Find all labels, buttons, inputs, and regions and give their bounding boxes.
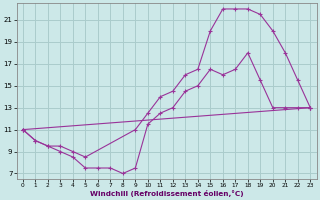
X-axis label: Windchill (Refroidissement éolien,°C): Windchill (Refroidissement éolien,°C) <box>90 190 244 197</box>
